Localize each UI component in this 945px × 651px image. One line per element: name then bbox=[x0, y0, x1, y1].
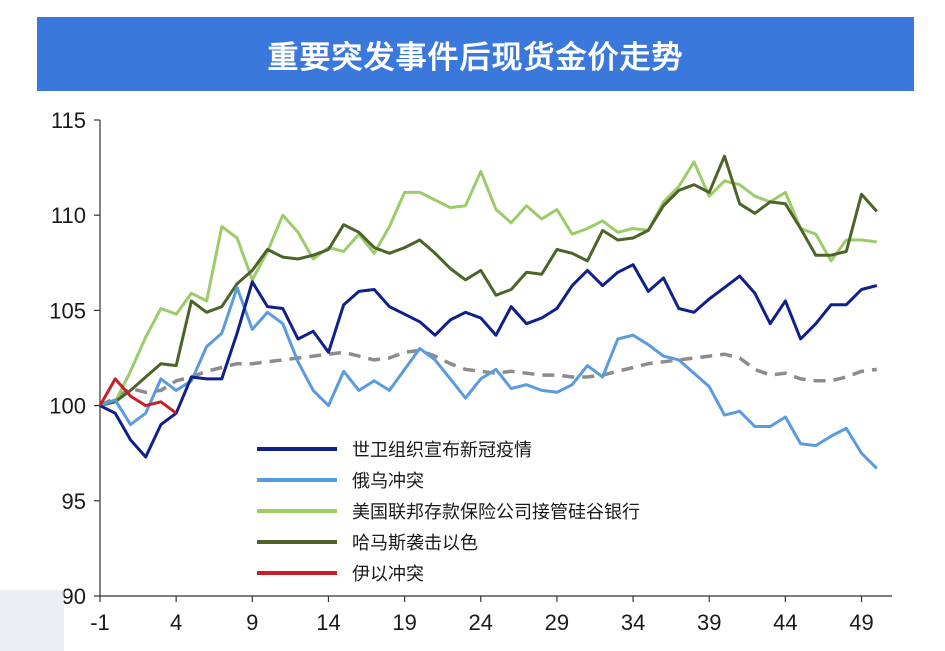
y-tick-label: 110 bbox=[51, 203, 86, 228]
legend: 世卫组织宣布新冠疫情俄乌冲突美国联邦存款保险公司接管硅谷银行哈马斯袭击以色伊以冲… bbox=[257, 440, 640, 585]
x-tick-label: 39 bbox=[697, 610, 721, 635]
series-layer bbox=[98, 154, 878, 470]
x-tick-label: 14 bbox=[316, 610, 340, 635]
y-tick-label: 90 bbox=[62, 584, 86, 609]
y-tick-label: 100 bbox=[49, 394, 86, 419]
legend-label-4: 伊以冲突 bbox=[352, 564, 424, 585]
x-tick-label: -1 bbox=[90, 610, 110, 635]
reference-dashed-line bbox=[99, 348, 878, 408]
series-line-2 bbox=[99, 160, 877, 408]
chart-title: 重要突发事件后现货金价走势 bbox=[267, 39, 684, 76]
legend-label-0: 世卫组织宣布新冠疫情 bbox=[352, 440, 532, 461]
x-tick-label: 44 bbox=[773, 610, 797, 635]
series-line-4 bbox=[98, 377, 178, 415]
legend-label-1: 俄乌冲突 bbox=[352, 471, 424, 492]
chart-title-bar: 重要突发事件后现货金价走势 bbox=[37, 17, 914, 91]
x-tick-label: 4 bbox=[170, 610, 182, 635]
y-tick-label: 95 bbox=[62, 489, 86, 514]
reference-line-layer bbox=[99, 348, 878, 408]
x-tick-label: 49 bbox=[849, 610, 873, 635]
watermark-block bbox=[0, 590, 64, 651]
x-tick-label: 34 bbox=[621, 610, 645, 635]
y-tick-label: 115 bbox=[51, 108, 86, 133]
x-tick-label: 29 bbox=[545, 610, 569, 635]
series-line-1 bbox=[99, 286, 878, 470]
x-tick-label: 24 bbox=[469, 610, 493, 635]
x-tick-label: 9 bbox=[246, 610, 258, 635]
series-line-0 bbox=[99, 263, 878, 459]
legend-label-2: 美国联邦存款保险公司接管硅谷银行 bbox=[352, 502, 640, 523]
y-tick-label: 105 bbox=[49, 298, 86, 323]
legend-label-3: 哈马斯袭击以色 bbox=[352, 533, 478, 554]
series-line-3 bbox=[99, 154, 878, 408]
x-tick-label: 19 bbox=[392, 610, 416, 635]
